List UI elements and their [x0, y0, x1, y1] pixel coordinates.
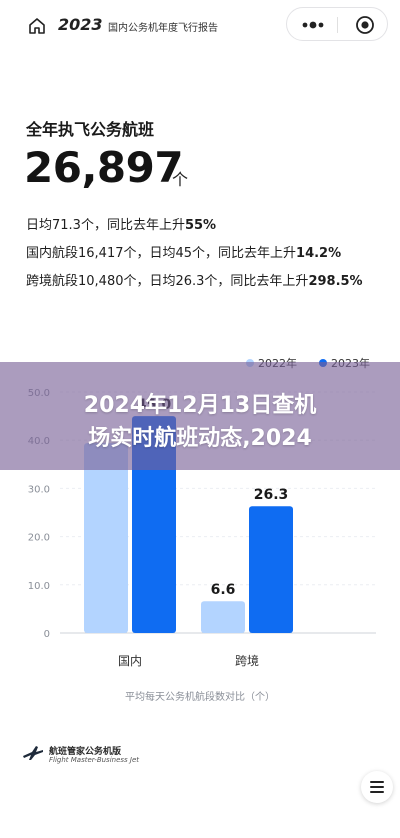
x-axis-label: 平均每天公务机航段数对比（个）: [125, 690, 275, 703]
section-title: 全年执飞公务航班: [26, 120, 155, 139]
x-tick-label-0: 国内: [118, 654, 142, 668]
y-tick-label-0: 0: [44, 629, 50, 640]
data-label-1-1: 26.3: [254, 487, 289, 503]
stat-daily-average: 日均71.3个，同比去年上升55%: [26, 218, 217, 233]
capsule-divider: [337, 17, 338, 33]
y-tick-label-1: 10.0: [28, 581, 50, 592]
bar-0-1: [132, 416, 176, 633]
stat-crossborder: 跨境航段10,480个，日均26.3个，同比去年上升298.5%: [26, 274, 363, 289]
data-label-1-0: 6.6: [211, 582, 236, 598]
bar-1-0: [201, 601, 245, 633]
bar-0-0: [84, 443, 128, 633]
more-icon[interactable]: [301, 21, 325, 29]
stat-domestic: 国内航段16,417个，日均45个，同比去年上升14.2%: [26, 246, 342, 261]
title-overlay-band: [0, 362, 400, 470]
y-tick-label-2: 20.0: [28, 533, 50, 544]
total-flights-unit: 个: [172, 170, 189, 189]
overlay-title-line-2: 场实时航班动态,2024: [88, 426, 312, 451]
brand-name-cn: 航班管家公务机版: [49, 747, 122, 757]
total-flights-number: 26,897: [24, 143, 184, 192]
mini-program-capsule: [286, 7, 388, 41]
x-tick-label-1: 跨境: [235, 653, 259, 668]
brand-name-en: Flight Master-Business Jet: [49, 756, 140, 764]
report-year: 2023: [58, 15, 103, 34]
top-bar: 2023 国内公务机年度飞行报告: [0, 0, 400, 52]
overlay-title: 2024年12月13日查机 场实时航班动态,2024: [0, 389, 400, 455]
menu-icon: [370, 781, 384, 793]
home-icon[interactable]: [28, 17, 46, 35]
logo-mark: [23, 746, 43, 760]
menu-button[interactable]: [361, 771, 393, 803]
report-title: 国内公务机年度飞行报告: [108, 23, 218, 34]
y-tick-label-3: 30.0: [28, 484, 50, 495]
bar-1-1: [249, 506, 293, 633]
overlay-title-line-1: 2024年12月13日查机: [83, 393, 317, 418]
brand-logo: 航班管家公务机版 Flight Master-Business Jet: [22, 742, 172, 768]
target-icon[interactable]: [355, 15, 375, 35]
